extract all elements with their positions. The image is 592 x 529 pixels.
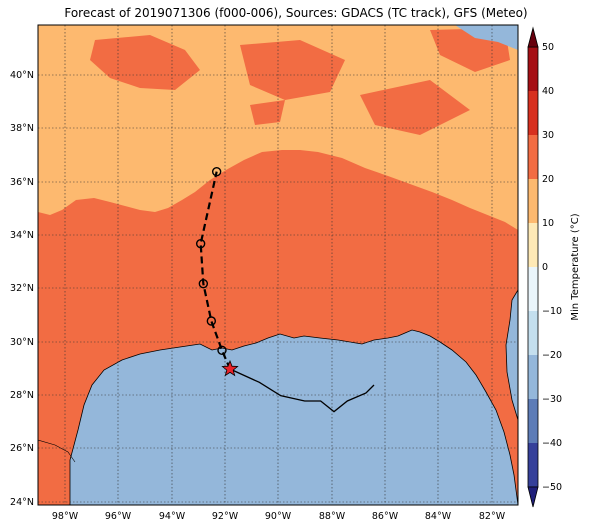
colorbar: 50 40 30 20 10 0 −10 −20 −30 −40 −50 Min… xyxy=(527,26,581,508)
forecast-point-marker xyxy=(195,238,206,249)
lat-tick-labels: 24°N 26°N 28°N 30°N 32°N 34°N 36°N 38°N … xyxy=(10,70,34,508)
map-frame xyxy=(37,24,519,506)
lon-tick: 92°W xyxy=(212,511,239,522)
colorbar-tick: −30 xyxy=(542,394,562,405)
colorbar-band xyxy=(528,399,538,444)
colorbar-band xyxy=(528,223,538,268)
colorbar-tick: 0 xyxy=(542,262,548,273)
colorbar-min-arrow xyxy=(527,486,539,508)
map-area xyxy=(38,25,518,505)
colorbar-tick: 10 xyxy=(542,218,554,229)
colorbar-tick: −20 xyxy=(542,350,562,361)
lon-tick: 98°W xyxy=(52,511,79,522)
atlantic-ocean xyxy=(505,289,518,421)
colorbar-tick: −10 xyxy=(542,306,562,317)
forecast-point-marker xyxy=(206,316,217,326)
colorbar-max-arrow xyxy=(527,26,539,48)
colorbar-tick: 20 xyxy=(542,174,554,185)
lon-tick: 90°W xyxy=(265,511,292,522)
lat-tick: 32°N xyxy=(10,283,34,294)
colorbar-band xyxy=(528,267,538,312)
colorbar-tick: −50 xyxy=(542,482,562,493)
colorbar-tick: 40 xyxy=(542,86,554,97)
lat-tick: 26°N xyxy=(10,443,34,454)
colorbar-tick: −40 xyxy=(542,438,562,449)
forecast-point-marker xyxy=(217,345,227,356)
tc-track xyxy=(195,166,375,413)
forecast-track-line xyxy=(199,171,232,370)
colorbar-band xyxy=(528,179,538,224)
lat-tick: 36°N xyxy=(10,177,34,188)
colorbar-label: Min Temperature (°C) xyxy=(570,213,581,320)
colorbar-band xyxy=(528,135,538,180)
land-warm-patch xyxy=(250,100,285,125)
lon-tick: 84°W xyxy=(425,511,452,522)
lat-tick: 38°N xyxy=(10,123,34,134)
colorbar-band xyxy=(528,355,538,400)
gulf-of-mexico xyxy=(69,329,518,505)
colorbar-tick: 50 xyxy=(542,42,554,53)
lake xyxy=(455,25,518,50)
land-warm-patch xyxy=(240,40,345,100)
colorbar-band xyxy=(528,47,538,92)
past-track-line xyxy=(229,368,375,413)
lon-tick: 82°W xyxy=(479,511,506,522)
colorbar-bands xyxy=(528,47,538,488)
colorbar-tick: 30 xyxy=(542,130,554,141)
land-warm-patch xyxy=(90,35,200,90)
forecast-point-marker xyxy=(198,278,209,289)
lon-tick: 96°W xyxy=(105,511,132,522)
colorbar-band xyxy=(528,443,538,488)
colorbar-band xyxy=(528,91,538,136)
figure-title: Forecast of 2019071306 (f000-006), Sourc… xyxy=(64,6,528,20)
lat-tick: 30°N xyxy=(10,337,34,348)
lat-tick: 40°N xyxy=(10,70,34,81)
graticule xyxy=(38,25,518,505)
lat-tick: 34°N xyxy=(10,230,34,241)
land-warm-patch xyxy=(360,80,470,135)
lon-tick: 86°W xyxy=(372,511,399,522)
forecast-point-marker xyxy=(211,166,222,177)
lat-tick: 24°N xyxy=(10,497,34,508)
colorbar-tick-labels: 50 40 30 20 10 0 −10 −20 −30 −40 −50 xyxy=(542,42,562,493)
lat-tick: 28°N xyxy=(10,390,34,401)
colorbar-band xyxy=(528,311,538,356)
current-position-star-icon xyxy=(221,359,239,377)
lon-tick: 94°W xyxy=(159,511,186,522)
mexico-border xyxy=(38,439,76,463)
lon-tick-labels: 98°W 96°W 94°W 92°W 90°W 88°W 86°W 84°W … xyxy=(52,511,506,522)
lon-tick: 88°W xyxy=(319,511,346,522)
